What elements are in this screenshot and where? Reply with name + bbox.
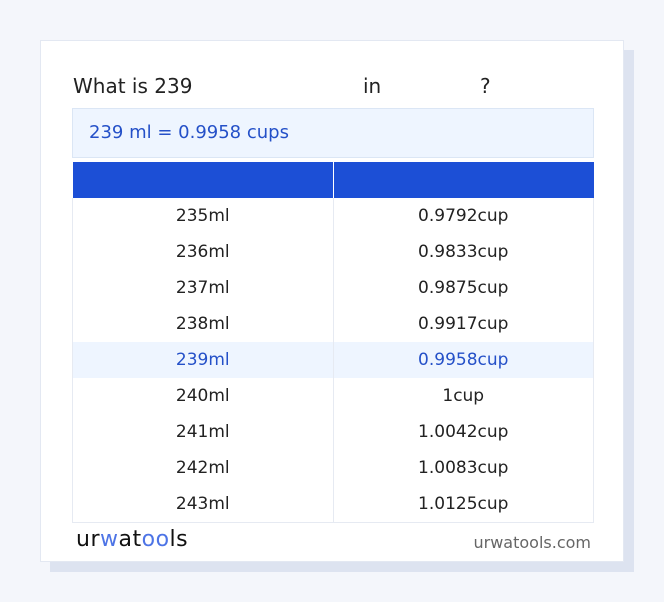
cups-cell: 0.9958cup (332, 342, 594, 378)
header-cups (332, 162, 594, 198)
title-middle: in (363, 74, 382, 98)
ml-cell: 238ml (72, 306, 334, 342)
ml-cell: 235ml (72, 198, 334, 234)
table-row: 237ml 0.9875cup (72, 270, 594, 306)
table-row: 235ml 0.9792cup (72, 198, 594, 234)
table-row: 239ml 0.9958cup (72, 342, 594, 378)
table-row: 241ml 1.0042cup (72, 414, 594, 450)
ml-cell: 239ml (72, 342, 334, 378)
ml-cell: 242ml (72, 450, 334, 486)
cups-cell: 1cup (332, 378, 594, 414)
cups-cell: 1.0083cup (332, 450, 594, 486)
ml-cell: 236ml (72, 234, 334, 270)
cups-cell: 1.0125cup (332, 486, 594, 523)
converter-card: What is 239 in ? 239 ml = 0.9958 cups 23… (40, 40, 624, 562)
ml-cell: 237ml (72, 270, 334, 306)
ml-cell: 240ml (72, 378, 334, 414)
header-ml (72, 162, 333, 198)
cups-cell: 0.9792cup (332, 198, 594, 234)
site-link[interactable]: urwatools.com (473, 533, 592, 552)
table-row: 242ml 1.0083cup (72, 450, 594, 486)
table-row: 238ml 0.9917cup (72, 306, 594, 342)
table-row: 236ml 0.9833cup (72, 234, 594, 270)
title-prefix: What is 239 (73, 74, 193, 98)
conversion-table: 235ml 0.9792cup 236ml 0.9833cup 237ml 0.9875c… (72, 162, 594, 523)
cups-cell: 0.9875cup (332, 270, 594, 306)
cups-cell: 1.0042cup (332, 414, 594, 450)
result-box: 239 ml = 0.9958 cups (72, 108, 594, 158)
table-row: 240ml 1cup (72, 378, 594, 414)
cups-cell: 0.9833cup (332, 234, 594, 270)
ml-cell: 243ml (72, 486, 334, 523)
page-title: What is 239 in ? (73, 74, 491, 194)
cups-cell: 0.9917cup (332, 306, 594, 342)
urwatools-logo[interactable]: urwatools (76, 527, 189, 552)
ml-cell: 241ml (72, 414, 334, 450)
table-row: 243ml 1.0125cup (72, 486, 594, 523)
title-suffix: ? (480, 74, 491, 98)
